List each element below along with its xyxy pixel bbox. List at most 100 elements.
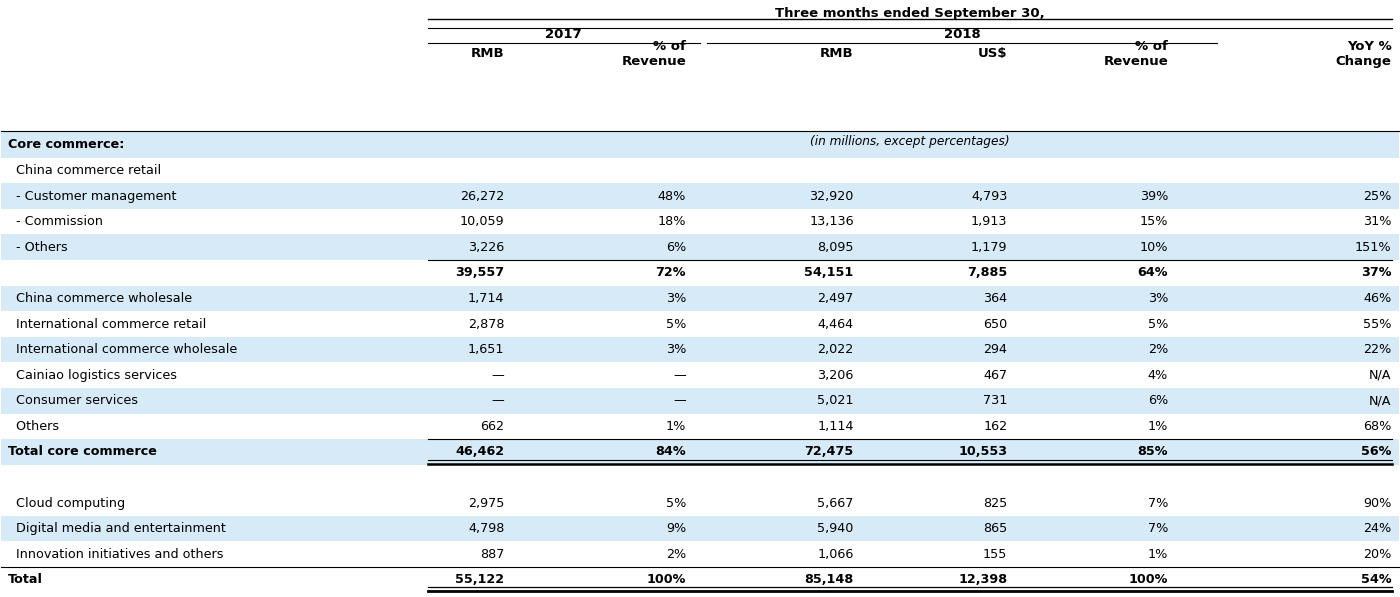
Text: 6%: 6% <box>1148 394 1168 407</box>
Text: 10,553: 10,553 <box>958 445 1008 458</box>
Text: 20%: 20% <box>1364 548 1392 561</box>
Text: 54,151: 54,151 <box>805 266 854 279</box>
Bar <box>1 337 1399 362</box>
Text: 2,497: 2,497 <box>818 292 854 305</box>
Bar <box>1 260 1399 285</box>
Text: 31%: 31% <box>1364 215 1392 228</box>
Text: 1,913: 1,913 <box>970 215 1008 228</box>
Text: 151%: 151% <box>1355 241 1392 254</box>
Text: 25%: 25% <box>1364 190 1392 202</box>
Bar <box>1 183 1399 209</box>
Text: —: — <box>491 394 504 407</box>
Text: 39%: 39% <box>1140 190 1168 202</box>
Text: Core commerce:: Core commerce: <box>8 139 125 152</box>
Text: 2,878: 2,878 <box>468 318 504 331</box>
Text: 650: 650 <box>983 318 1008 331</box>
Text: 4,793: 4,793 <box>972 190 1008 202</box>
Text: 68%: 68% <box>1364 420 1392 433</box>
Text: 2,022: 2,022 <box>818 343 854 356</box>
Text: 5,021: 5,021 <box>818 394 854 407</box>
Text: Innovation initiatives and others: Innovation initiatives and others <box>8 548 224 561</box>
Text: 37%: 37% <box>1361 266 1392 279</box>
Text: 8,095: 8,095 <box>818 241 854 254</box>
Text: International commerce retail: International commerce retail <box>8 318 207 331</box>
Text: 84%: 84% <box>655 445 686 458</box>
Bar <box>1 311 1399 337</box>
Text: 4%: 4% <box>1148 369 1168 381</box>
Text: % of
Revenue: % of Revenue <box>622 39 686 67</box>
Text: China commerce wholesale: China commerce wholesale <box>8 292 193 305</box>
Text: 85,148: 85,148 <box>805 573 854 586</box>
Text: 56%: 56% <box>1361 445 1392 458</box>
Text: Digital media and entertainment: Digital media and entertainment <box>8 522 227 535</box>
Text: RMB: RMB <box>820 47 854 60</box>
Text: 3,226: 3,226 <box>468 241 504 254</box>
Text: 7%: 7% <box>1148 497 1168 510</box>
Bar <box>1 516 1399 541</box>
Text: 155: 155 <box>983 548 1008 561</box>
Text: 731: 731 <box>983 394 1008 407</box>
Text: 72,475: 72,475 <box>805 445 854 458</box>
Text: - Customer management: - Customer management <box>8 190 176 202</box>
Text: Cloud computing: Cloud computing <box>8 497 126 510</box>
Bar <box>1 541 1399 567</box>
Text: 48%: 48% <box>658 190 686 202</box>
Text: Three months ended September 30,: Three months ended September 30, <box>774 7 1044 20</box>
Text: 162: 162 <box>983 420 1008 433</box>
Text: N/A: N/A <box>1369 394 1392 407</box>
Text: - Others: - Others <box>8 241 69 254</box>
Text: 1,066: 1,066 <box>818 548 854 561</box>
Text: 1,651: 1,651 <box>468 343 504 356</box>
Text: 7%: 7% <box>1148 522 1168 535</box>
Text: 1,179: 1,179 <box>970 241 1008 254</box>
Text: 22%: 22% <box>1364 343 1392 356</box>
Text: 3%: 3% <box>1148 292 1168 305</box>
Text: 887: 887 <box>480 548 504 561</box>
Text: 5%: 5% <box>665 497 686 510</box>
Bar <box>1 490 1399 516</box>
Text: - Commission: - Commission <box>8 215 104 228</box>
Bar <box>1 158 1399 183</box>
Text: Consumer services: Consumer services <box>8 394 139 407</box>
Text: 32,920: 32,920 <box>809 190 854 202</box>
Text: 5,667: 5,667 <box>818 497 854 510</box>
Text: 64%: 64% <box>1138 266 1168 279</box>
Text: International commerce wholesale: International commerce wholesale <box>8 343 238 356</box>
Text: 5,940: 5,940 <box>818 522 854 535</box>
Text: 7,885: 7,885 <box>967 266 1008 279</box>
Text: N/A: N/A <box>1369 369 1392 381</box>
Text: 1%: 1% <box>1148 548 1168 561</box>
Bar <box>1 567 1399 593</box>
Text: 4,798: 4,798 <box>468 522 504 535</box>
Text: 1%: 1% <box>665 420 686 433</box>
Text: US$: US$ <box>977 47 1008 60</box>
Text: 5%: 5% <box>665 318 686 331</box>
Text: 467: 467 <box>983 369 1008 381</box>
Text: 10%: 10% <box>1140 241 1168 254</box>
Text: —: — <box>491 369 504 381</box>
Text: 1,114: 1,114 <box>818 420 854 433</box>
Text: 24%: 24% <box>1364 522 1392 535</box>
Text: Total: Total <box>8 573 43 586</box>
Text: (in millions, except percentages): (in millions, except percentages) <box>809 134 1009 147</box>
Text: 3%: 3% <box>665 292 686 305</box>
Text: 90%: 90% <box>1364 497 1392 510</box>
Text: Total core commerce: Total core commerce <box>8 445 157 458</box>
Bar <box>1 414 1399 439</box>
Text: 3%: 3% <box>665 343 686 356</box>
Text: 55,122: 55,122 <box>455 573 504 586</box>
Text: 46%: 46% <box>1364 292 1392 305</box>
Text: 18%: 18% <box>658 215 686 228</box>
Text: 1,714: 1,714 <box>468 292 504 305</box>
Text: 825: 825 <box>983 497 1008 510</box>
Text: China commerce retail: China commerce retail <box>8 164 161 177</box>
Text: 2017: 2017 <box>546 28 582 41</box>
Bar <box>1 464 1399 490</box>
Text: % of
Revenue: % of Revenue <box>1103 39 1168 67</box>
Bar <box>1 439 1399 464</box>
Text: 10,059: 10,059 <box>459 215 504 228</box>
Bar <box>1 132 1399 158</box>
Text: 39,557: 39,557 <box>455 266 504 279</box>
Text: 2%: 2% <box>666 548 686 561</box>
Text: 100%: 100% <box>647 573 686 586</box>
